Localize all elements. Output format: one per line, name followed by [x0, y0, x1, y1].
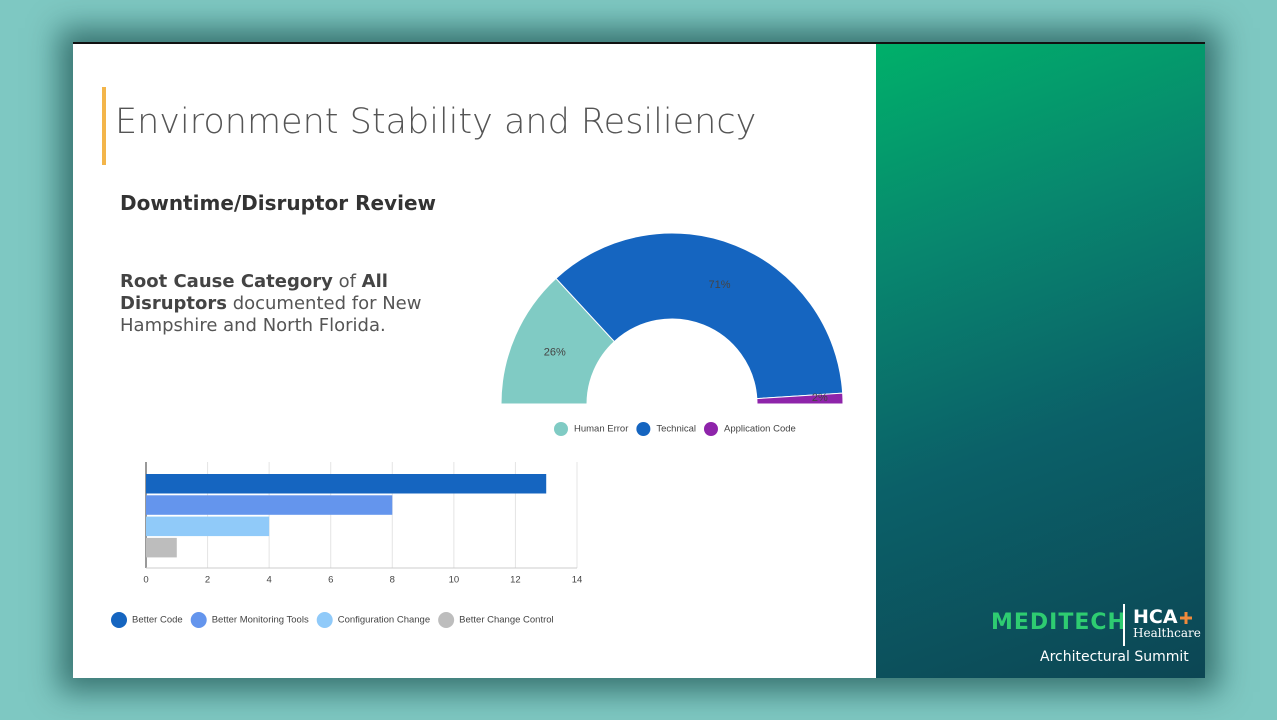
accent-bar: [102, 87, 106, 165]
description-run: All Disruptors: [120, 271, 388, 314]
logo-hca: HCA: [1133, 606, 1178, 628]
event-name: Architectural Summit: [1040, 649, 1189, 665]
logo-meditech: MEDITECH: [991, 610, 1127, 635]
description-run: of: [332, 271, 362, 292]
slide-title: Environment Stability and Resiliency: [115, 102, 757, 142]
description-run: documented for New Hampshire and North F…: [120, 293, 422, 336]
logo-separator: [1123, 604, 1125, 646]
description: Root Cause Category of All Disruptors do…: [120, 271, 450, 337]
slide-subtitle: Downtime/Disruptor Review: [120, 191, 436, 215]
description-run: Root Cause Category: [120, 271, 333, 292]
side-panel: [876, 44, 1205, 678]
logo-healthcare: Healthcare: [1133, 626, 1201, 640]
